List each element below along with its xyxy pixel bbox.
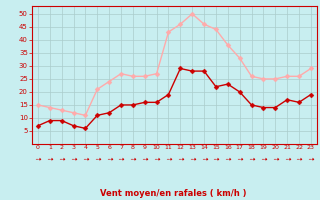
Text: ↗: ↗ <box>224 155 232 163</box>
Text: ↗: ↗ <box>69 155 78 163</box>
Text: ↗: ↗ <box>283 155 291 163</box>
Text: ↗: ↗ <box>129 155 137 163</box>
Text: ↗: ↗ <box>152 155 161 163</box>
Text: ↗: ↗ <box>176 155 185 163</box>
Text: ↗: ↗ <box>236 155 244 163</box>
Text: ↗: ↗ <box>200 155 208 163</box>
Text: ↗: ↗ <box>247 155 256 163</box>
Text: ↗: ↗ <box>164 155 173 163</box>
Text: ↗: ↗ <box>188 155 196 163</box>
Text: ↗: ↗ <box>46 155 54 163</box>
Text: Vent moyen/en rafales ( km/h ): Vent moyen/en rafales ( km/h ) <box>100 189 246 198</box>
Text: ↗: ↗ <box>34 155 42 163</box>
Text: ↗: ↗ <box>212 155 220 163</box>
Text: ↗: ↗ <box>140 155 149 163</box>
Text: ↗: ↗ <box>259 155 268 163</box>
Text: ↗: ↗ <box>58 155 66 163</box>
Text: ↗: ↗ <box>93 155 101 163</box>
Text: ↗: ↗ <box>307 155 315 163</box>
Text: ↗: ↗ <box>295 155 303 163</box>
Text: ↗: ↗ <box>105 155 113 163</box>
Text: ↗: ↗ <box>81 155 90 163</box>
Text: ↗: ↗ <box>271 155 279 163</box>
Text: ↗: ↗ <box>117 155 125 163</box>
